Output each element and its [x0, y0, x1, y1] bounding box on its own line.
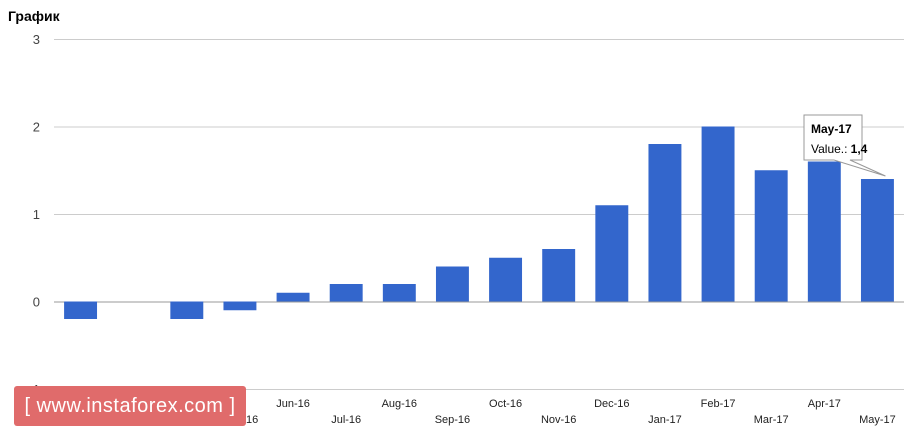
bar[interactable] — [64, 301, 98, 320]
x-tick-label: Nov-16 — [541, 414, 576, 426]
watermark-text: [ www.instaforex.com ] — [24, 395, 236, 417]
bar[interactable] — [382, 284, 416, 302]
x-tick-label: Oct-16 — [489, 398, 522, 410]
bar[interactable] — [489, 257, 523, 302]
bar[interactable] — [595, 205, 629, 302]
y-tick-label: 0 — [33, 295, 40, 310]
bar[interactable] — [276, 292, 310, 302]
bar[interactable] — [701, 126, 735, 302]
bar[interactable] — [170, 301, 204, 320]
y-tick-label: 1 — [33, 207, 40, 222]
watermark-logo: [ www.instaforex.com ] — [14, 386, 246, 426]
y-tick-label: 2 — [33, 120, 40, 135]
tooltip-category: May-17 — [811, 122, 852, 136]
x-tick-label: May-17 — [859, 414, 896, 426]
bar[interactable] — [648, 144, 682, 302]
x-tick-label: Jun-16 — [276, 398, 310, 410]
x-tick-label: Apr-17 — [808, 398, 841, 410]
bar[interactable] — [754, 170, 788, 302]
x-tick-label: Sep-16 — [435, 414, 470, 426]
bar[interactable] — [435, 266, 469, 302]
x-tick-label: Jan-17 — [648, 414, 682, 426]
x-tick-label: Feb-17 — [701, 398, 736, 410]
bar[interactable] — [807, 161, 841, 302]
bar[interactable] — [860, 179, 894, 302]
x-tick-label: Dec-16 — [594, 398, 629, 410]
bar[interactable] — [329, 284, 363, 302]
x-tick-label: Jul-16 — [331, 414, 361, 426]
bars — [64, 126, 894, 320]
x-tick-label: Aug-16 — [382, 398, 417, 410]
x-tick-label: Mar-17 — [754, 414, 789, 426]
chart-title: График — [8, 8, 61, 24]
y-tick-label: 3 — [33, 32, 40, 47]
tooltip-value: 1,4 — [851, 142, 868, 156]
tooltip-label: Value.: — [811, 142, 847, 156]
tooltip-box — [803, 114, 886, 177]
bar[interactable] — [223, 301, 257, 311]
bar[interactable] — [542, 249, 576, 302]
x-axis-ticks: Feb-16Mar-16Apr-16May-16Jun-16Jul-16Aug-… — [63, 398, 896, 426]
tooltip: May-17 Value.: 1,4 — [803, 114, 886, 177]
